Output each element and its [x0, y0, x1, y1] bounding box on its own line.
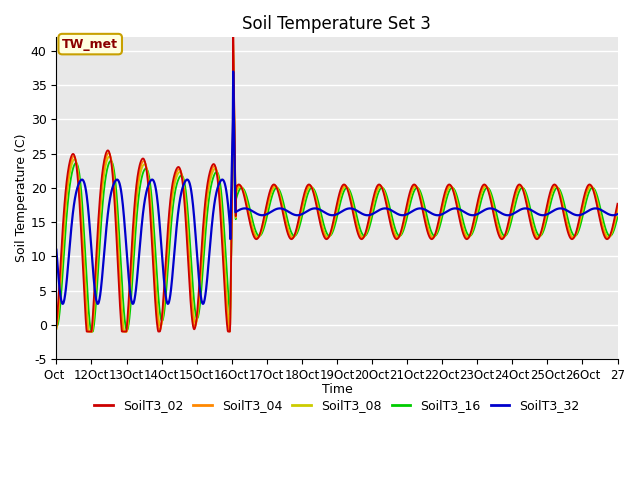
SoilT3_04 — [84, 329, 92, 335]
SoilT3_32 — [229, 69, 237, 74]
SoilT3_04 — [352, 220, 360, 226]
Line: SoilT3_08: SoilT3_08 — [56, 45, 618, 332]
SoilT3_08 — [229, 42, 237, 48]
Line: SoilT3_02: SoilT3_02 — [56, 31, 618, 332]
SoilT3_32 — [614, 211, 621, 217]
SoilT3_04 — [402, 211, 410, 217]
SoilT3_16 — [402, 220, 410, 226]
SoilT3_08 — [67, 166, 74, 172]
SoilT3_32 — [312, 205, 319, 211]
SoilT3_04 — [52, 326, 60, 332]
SoilT3_16 — [229, 52, 237, 58]
SoilT3_32 — [352, 207, 360, 213]
SoilT3_02 — [229, 28, 237, 34]
SoilT3_02 — [312, 199, 319, 205]
SoilT3_04 — [312, 196, 319, 202]
SoilT3_08 — [614, 208, 621, 214]
SoilT3_32 — [277, 205, 285, 211]
SoilT3_16 — [312, 191, 319, 196]
Line: SoilT3_16: SoilT3_16 — [56, 55, 618, 332]
Y-axis label: Soil Temperature (C): Soil Temperature (C) — [15, 134, 28, 263]
SoilT3_02 — [83, 329, 90, 335]
SoilT3_16 — [52, 322, 60, 328]
SoilT3_08 — [312, 194, 319, 200]
SoilT3_32 — [402, 212, 410, 217]
SoilT3_02 — [67, 156, 74, 161]
SoilT3_04 — [277, 198, 285, 204]
SoilT3_08 — [352, 216, 360, 222]
SoilT3_02 — [402, 208, 410, 214]
SoilT3_16 — [277, 192, 285, 197]
SoilT3_16 — [352, 210, 360, 216]
Line: SoilT3_04: SoilT3_04 — [56, 36, 618, 332]
Title: Soil Temperature Set 3: Soil Temperature Set 3 — [243, 15, 431, 33]
SoilT3_04 — [431, 234, 438, 240]
SoilT3_32 — [52, 247, 60, 252]
SoilT3_32 — [431, 212, 438, 217]
SoilT3_32 — [129, 301, 136, 307]
SoilT3_02 — [614, 201, 621, 206]
SoilT3_32 — [67, 233, 74, 239]
SoilT3_16 — [88, 329, 95, 335]
SoilT3_08 — [402, 215, 410, 220]
SoilT3_16 — [431, 233, 438, 239]
SoilT3_08 — [277, 196, 285, 202]
SoilT3_02 — [52, 323, 60, 328]
SoilT3_04 — [67, 160, 74, 166]
SoilT3_08 — [431, 234, 438, 240]
SoilT3_02 — [352, 224, 360, 229]
SoilT3_02 — [431, 233, 438, 239]
X-axis label: Time: Time — [321, 383, 352, 396]
Line: SoilT3_32: SoilT3_32 — [56, 72, 618, 304]
SoilT3_16 — [614, 214, 621, 220]
SoilT3_08 — [85, 329, 93, 335]
SoilT3_16 — [67, 177, 74, 183]
Text: TW_met: TW_met — [62, 37, 118, 50]
SoilT3_04 — [229, 34, 237, 39]
SoilT3_02 — [277, 201, 285, 207]
SoilT3_08 — [52, 326, 60, 332]
Legend: SoilT3_02, SoilT3_04, SoilT3_08, SoilT3_16, SoilT3_32: SoilT3_02, SoilT3_04, SoilT3_08, SoilT3_… — [89, 394, 585, 417]
SoilT3_04 — [614, 204, 621, 210]
